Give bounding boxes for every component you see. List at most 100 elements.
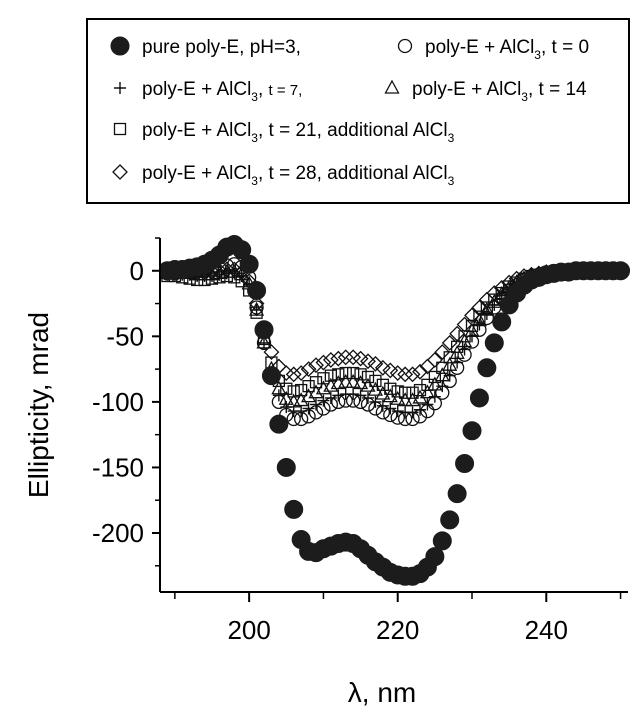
- data-point: [455, 454, 475, 474]
- data-point: [337, 349, 354, 366]
- data-point: [441, 334, 458, 351]
- data-point: [477, 358, 497, 378]
- data-point: [308, 384, 324, 399]
- data-point: [261, 366, 281, 386]
- data-point: [464, 307, 480, 324]
- data-point: [443, 351, 456, 364]
- data-point: [331, 394, 346, 410]
- data-point: [480, 308, 493, 321]
- data-point: [317, 372, 330, 385]
- data-point: [449, 360, 465, 375]
- data-point: [484, 333, 504, 353]
- y-tick-label: -100: [92, 387, 144, 417]
- data-point: [308, 357, 324, 374]
- data-point: [447, 484, 467, 504]
- data-point: [390, 390, 406, 405]
- data-point: [462, 421, 482, 441]
- data-point: [361, 370, 375, 384]
- legend-marker-triangle: [384, 79, 400, 94]
- data-point: [228, 267, 241, 280]
- data-point: [469, 388, 489, 408]
- data-point: [323, 397, 339, 412]
- data-point: [300, 388, 317, 403]
- data-point: [420, 403, 435, 419]
- series-filled-circle: [161, 235, 631, 586]
- data-point: [376, 378, 390, 391]
- data-point: [464, 334, 480, 349]
- data-point: [412, 389, 428, 404]
- data-point: [404, 366, 421, 383]
- data-point: [419, 384, 436, 399]
- data-point: [442, 373, 457, 389]
- data-point: [457, 347, 472, 362]
- data-point: [293, 365, 310, 381]
- data-point: [345, 373, 361, 388]
- data-point: [287, 385, 300, 398]
- legend-label: pure poly-E, pH=3,: [142, 37, 301, 58]
- data-point: [375, 405, 391, 420]
- data-point: [286, 411, 301, 427]
- legend-entry: poly-E + AlCl3, t = 21, additional AlCl3: [113, 120, 455, 145]
- data-point: [427, 376, 443, 391]
- data-point: [360, 397, 376, 412]
- data-point: [383, 407, 398, 423]
- x-tick-label: 200: [227, 615, 270, 645]
- data-point: [375, 385, 391, 400]
- data-point: [384, 382, 397, 395]
- legend-label: poly-E + AlCl3, t = 0: [425, 37, 589, 62]
- data-point: [425, 547, 445, 567]
- legend-entry: pure poly-E, pH=3,: [110, 36, 301, 58]
- data-point: [456, 316, 473, 333]
- data-point: [360, 377, 376, 392]
- data-point: [436, 361, 449, 374]
- data-point: [235, 270, 248, 283]
- data-point: [397, 392, 413, 407]
- data-point: [382, 362, 399, 379]
- data-point: [271, 394, 287, 410]
- legend-entry: poly-E + AlCl3, t = 14: [384, 79, 587, 104]
- legend-box: [86, 18, 630, 204]
- y-axis-label: Ellipticity, mrad: [23, 312, 54, 498]
- legend-entry: poly-E + AlCl3, t = 28, additional AlCl3: [112, 163, 455, 188]
- data-point: [352, 375, 369, 390]
- data-point: [324, 369, 338, 382]
- y-tick-label: -50: [106, 321, 144, 351]
- legend-label: poly-E + AlCl3, t = 28, additional AlCl3: [142, 163, 455, 188]
- data-point: [412, 409, 428, 424]
- data-point: [239, 254, 259, 274]
- legend-marker-plus: [114, 82, 126, 94]
- data-point: [492, 312, 512, 332]
- data-point: [316, 401, 331, 416]
- data-point: [249, 300, 264, 315]
- data-point: [442, 356, 458, 371]
- data-point: [322, 352, 339, 368]
- legend-entry: poly-E + AlCl3, t = 0: [397, 37, 589, 62]
- data-point: [345, 393, 361, 408]
- data-point: [391, 385, 404, 398]
- data-point: [294, 383, 308, 397]
- data-point: [434, 344, 451, 360]
- data-point: [346, 366, 360, 380]
- data-point: [263, 344, 280, 360]
- data-point: [285, 366, 302, 383]
- data-point: [369, 374, 382, 388]
- data-point: [301, 409, 316, 424]
- x-tick-label: 220: [376, 615, 419, 645]
- data-point: [367, 355, 384, 372]
- legend-label: poly-E + AlCl3, t = 7,: [142, 79, 302, 104]
- data-point: [315, 354, 332, 371]
- data-point: [269, 414, 289, 434]
- data-point: [435, 385, 450, 400]
- data-point: [330, 350, 347, 367]
- y-tick-label: -150: [92, 452, 144, 482]
- data-point: [382, 388, 398, 403]
- data-point: [427, 396, 443, 411]
- legend-entry: poly-E + AlCl3, t = 7,: [114, 79, 302, 104]
- data-point: [405, 411, 420, 427]
- data-point: [426, 352, 443, 368]
- data-point: [309, 376, 323, 389]
- data-point: [432, 531, 452, 551]
- data-point: [368, 401, 383, 416]
